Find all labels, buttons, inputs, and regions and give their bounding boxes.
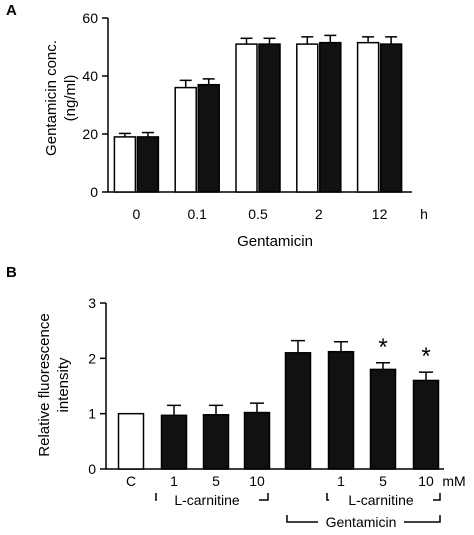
panel-a-x-tick-label: 0 xyxy=(133,206,141,222)
panel-b-bar xyxy=(160,414,188,470)
panel-b-lcarnitine-bracket-left xyxy=(155,493,157,501)
panel-a-bar xyxy=(136,136,160,193)
panel-b-bar xyxy=(369,368,397,470)
panel-b-x-tick-label: 5 xyxy=(379,473,387,489)
panel-b-y-tick-label: 3 xyxy=(88,295,96,311)
panel-b-lcarnitine-bracket-right xyxy=(259,493,269,501)
panel-b-y-tick-label: 0 xyxy=(88,461,96,477)
panel-a-x-unit: h xyxy=(420,206,428,222)
panel-a-x-axis-title: Gentamicin xyxy=(237,233,313,250)
panel-b-gentamicin-label: Gentamicin xyxy=(326,514,397,530)
panel-b-x-tick-label: C xyxy=(126,473,136,489)
panel-a-bar xyxy=(296,43,319,193)
panel-a-bar xyxy=(235,43,258,193)
panel-a-bar xyxy=(379,43,403,193)
panel-b-chart: B Relative fluorescence intensity mM L-c… xyxy=(6,264,466,530)
panel-b-y-tick-label: 1 xyxy=(88,406,96,422)
panel-a-bar xyxy=(174,86,197,193)
panel-b-gentamicin-bracket-left xyxy=(286,515,318,523)
panel-a-y-tick-label: 60 xyxy=(82,10,98,26)
panel-b-bar xyxy=(412,379,440,470)
panel-b-x-tick-label: 5 xyxy=(212,473,220,489)
panel-a-y-tick-label: 20 xyxy=(82,126,98,142)
panel-a-x-tick-label: 12 xyxy=(372,206,388,222)
panel-a-x-tick-label: 0.5 xyxy=(248,206,268,222)
panel-b-gentamicin-bracket-right xyxy=(404,515,441,523)
panel-b-bar xyxy=(117,412,145,470)
panel-a-y-axis-title-line1: Gentamicin conc. xyxy=(43,40,60,156)
panel-a-bar xyxy=(258,43,281,193)
panel-b-x-unit: mM xyxy=(442,473,465,489)
panel-b-label: B xyxy=(6,264,17,281)
panel-a-chart: A Gentamicin conc. (ng/ml) Gentamicin h … xyxy=(6,2,428,250)
panel-b-bar xyxy=(284,352,312,470)
panel-a-bar xyxy=(197,83,220,193)
panel-b-bar xyxy=(327,350,355,470)
panel-b-x-tick-label: 10 xyxy=(249,473,265,489)
panel-a-bar xyxy=(319,41,342,193)
panel-b-bar xyxy=(243,411,271,470)
panel-b-lcarnitine-bracket-left xyxy=(326,493,329,501)
panel-b-x-tick-label: 1 xyxy=(337,473,345,489)
panel-b-y-axis-title-line1: Relative fluorescence xyxy=(36,313,53,456)
panel-b-lcarnitine-bracket-right xyxy=(433,493,441,501)
panel-a-x-tick-label: 0.1 xyxy=(187,206,207,222)
panel-b-bar xyxy=(202,414,230,470)
panel-b-x-tick-label: 1 xyxy=(170,473,178,489)
panel-a-y-axis-title-line2: (ng/ml) xyxy=(62,75,79,122)
panel-a-label: A xyxy=(6,2,17,19)
panel-b-significance-star: * xyxy=(378,334,387,361)
panel-a-bar xyxy=(356,41,380,193)
panel-b-lcarnitine-label-2: L-carnitine xyxy=(348,492,414,508)
panel-b-significance-star: * xyxy=(421,343,430,370)
panel-b-y-axis-title-line2: intensity xyxy=(55,357,72,413)
panel-a-x-tick-label: 2 xyxy=(315,206,323,222)
panel-a-y-tick-label: 40 xyxy=(82,68,98,84)
panel-a-bar xyxy=(113,136,137,193)
panel-b-x-tick-label: 10 xyxy=(418,473,434,489)
panel-a-y-tick-label: 0 xyxy=(90,184,98,200)
panel-b-lcarnitine-label-1: L-carnitine xyxy=(174,492,240,508)
panel-b-y-tick-label: 2 xyxy=(88,350,96,366)
